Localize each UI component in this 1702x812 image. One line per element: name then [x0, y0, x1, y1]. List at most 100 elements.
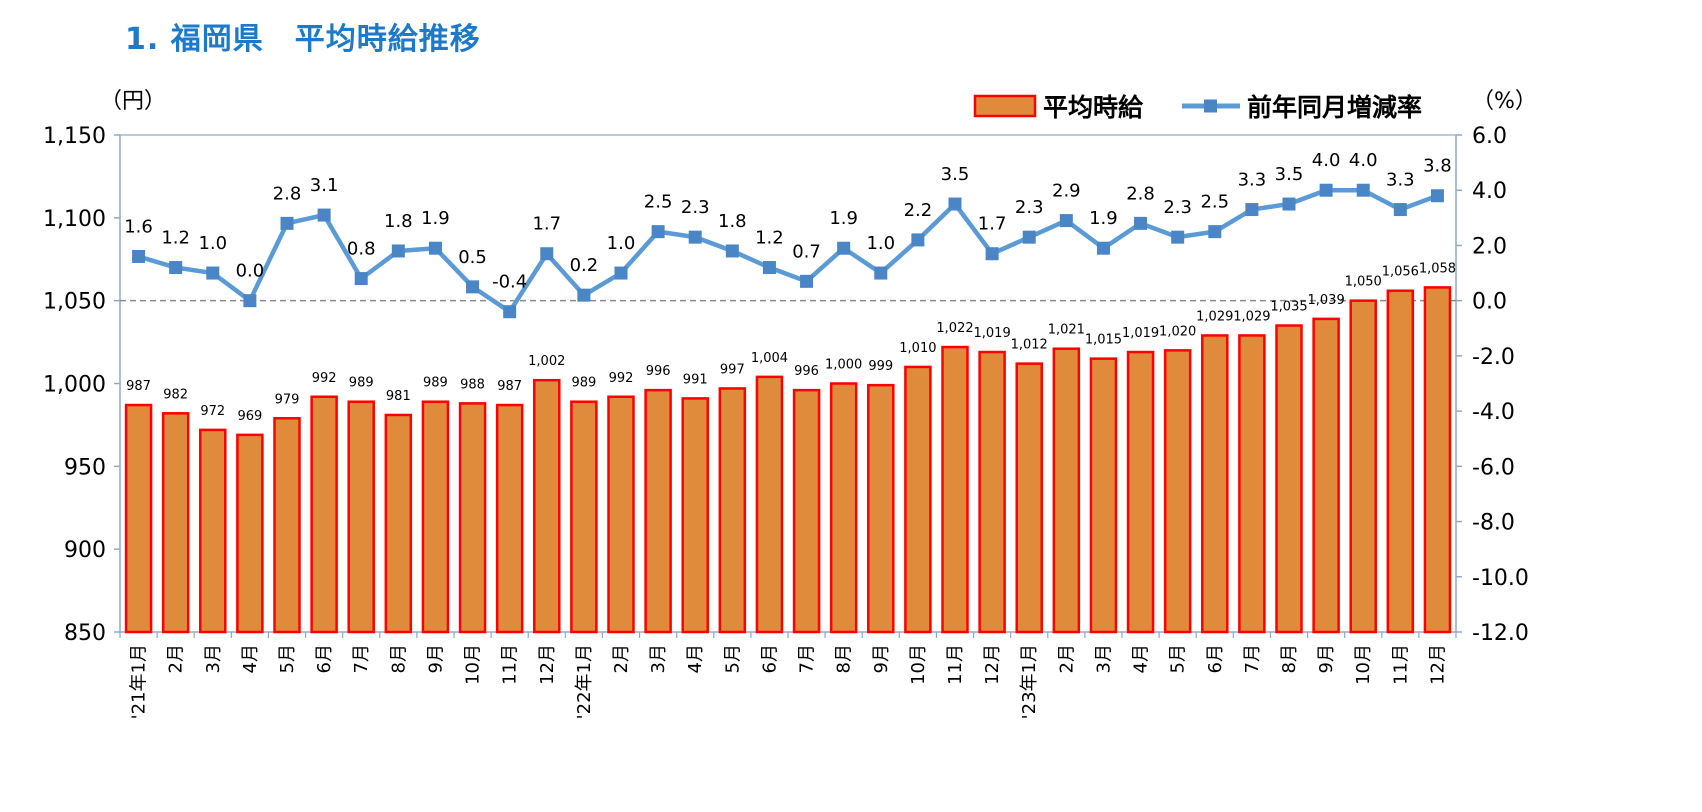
x-axis-category-label: 9月 — [1316, 644, 1337, 673]
line-marker — [874, 266, 888, 280]
left-axis-tick-label: 950 — [64, 455, 106, 480]
line-value-label: 1.2 — [755, 228, 784, 249]
x-axis-category-label: '21年1月 — [129, 644, 150, 719]
line-value-label: 2.8 — [273, 183, 302, 204]
right-axis-tick-label: 6.0 — [1472, 124, 1507, 149]
bar-value-label: 1,058 — [1419, 261, 1456, 276]
x-axis-category-label: 7月 — [351, 644, 372, 673]
line-marker — [1245, 203, 1259, 217]
bar — [236, 433, 264, 634]
bar-value-label: 1,019 — [1122, 326, 1159, 341]
bar — [867, 383, 895, 634]
bar — [718, 387, 747, 634]
line-marker — [614, 266, 628, 280]
x-axis-category-label: 3月 — [1093, 644, 1114, 673]
line-marker — [1430, 189, 1444, 203]
bar — [792, 388, 821, 634]
bar — [1163, 349, 1192, 634]
bar — [458, 402, 487, 634]
line-marker — [837, 241, 851, 255]
bar — [978, 350, 1006, 634]
line-value-label: 3.3 — [1386, 170, 1415, 191]
bar-value-label: 989 — [423, 376, 448, 391]
bar — [310, 395, 338, 634]
line-marker — [280, 216, 294, 230]
line-series-yoy-rate — [132, 183, 1444, 319]
x-axis-category-label: 2月 — [1056, 644, 1077, 673]
line-marker — [1171, 230, 1185, 244]
line-marker — [800, 274, 814, 288]
x-axis-category-label: 9月 — [871, 644, 892, 673]
bar-value-label: 1,056 — [1382, 265, 1419, 280]
line-value-label: 4.0 — [1349, 150, 1378, 171]
right-axis-tick-label: -6.0 — [1472, 455, 1515, 480]
line-marker — [243, 294, 257, 308]
bar — [755, 375, 784, 634]
x-axis-category-label: 4月 — [240, 644, 261, 673]
line-marker — [725, 244, 739, 258]
line-marker — [1134, 216, 1148, 230]
left-axis-tick-label: 1,100 — [43, 207, 106, 232]
bar-value-label: 996 — [646, 364, 671, 379]
bar-value-label: 972 — [200, 404, 225, 419]
bar — [1052, 347, 1081, 634]
x-axis-category-label: 2月 — [166, 644, 187, 673]
line-marker — [1022, 230, 1036, 244]
line-value-label: 1.9 — [1089, 208, 1118, 229]
x-axis-category-label: 3月 — [203, 644, 224, 673]
bar — [1201, 334, 1229, 634]
bar-value-label: 1,010 — [899, 341, 936, 356]
bar — [533, 378, 561, 634]
line-value-label: 1.8 — [384, 211, 413, 232]
x-axis-category-label: 6月 — [314, 644, 335, 673]
bar-value-label: 969 — [237, 409, 262, 424]
right-axis-tick-label: -8.0 — [1472, 511, 1515, 536]
line-value-label: 4.0 — [1312, 150, 1341, 171]
line-value-label: 0.0 — [236, 261, 265, 282]
line-marker — [503, 305, 517, 319]
bar-value-label: 999 — [868, 359, 893, 374]
bar — [1312, 317, 1340, 634]
x-axis-category-label: '22年1月 — [574, 644, 595, 719]
line-value-label: 2.5 — [1200, 192, 1229, 213]
right-axis-tick-label: -12.0 — [1472, 621, 1529, 646]
x-axis-category-label: 7月 — [797, 644, 818, 673]
line-value-label: 1.7 — [532, 214, 561, 235]
line-value-label: 3.5 — [1275, 164, 1304, 185]
line-value-label: 2.8 — [1126, 183, 1155, 204]
bar — [607, 395, 635, 634]
legend-swatch-bar — [973, 94, 1037, 118]
bar-series-average-wage — [124, 286, 1452, 634]
line-value-label: 0.5 — [458, 247, 487, 268]
bar-value-label: 1,039 — [1308, 293, 1345, 308]
bar-value-label: 991 — [683, 372, 708, 387]
line-marker — [1059, 214, 1073, 228]
x-axis-category-label: 4月 — [1131, 644, 1152, 673]
line-value-label: 0.7 — [792, 241, 821, 262]
bar — [904, 365, 932, 634]
bar — [1423, 286, 1452, 634]
bar — [124, 403, 153, 634]
line-marker — [354, 272, 368, 286]
bar-value-label: 1,029 — [1233, 309, 1270, 324]
bar — [1015, 362, 1043, 634]
line-value-label: 2.3 — [1163, 197, 1192, 218]
right-axis-tick-label: 0.0 — [1472, 290, 1507, 315]
right-axis-unit-label: （%） — [1472, 89, 1537, 114]
right-axis-tick-label: 4.0 — [1472, 179, 1507, 204]
x-axis-category-label: '23年1月 — [1019, 644, 1040, 719]
line-marker — [1282, 197, 1296, 211]
x-axis-tick-labels: '21年1月 2月 3月 4月 5月 6月 7月 8月 9月 10月 11月 12月 '22年1月 2月 3… — [129, 644, 1449, 719]
x-axis-category-label: 11月 — [945, 644, 966, 685]
line-marker — [540, 247, 554, 261]
line-value-label: 2.9 — [1052, 181, 1081, 202]
line-marker — [985, 247, 999, 261]
line-value-label: 1.0 — [866, 233, 895, 254]
left-axis-tick-label: 850 — [64, 621, 106, 646]
line-value-label: 1.7 — [978, 214, 1007, 235]
line-value-label: -0.4 — [492, 272, 527, 293]
line-value-label: 1.2 — [161, 228, 190, 249]
line-marker — [466, 280, 480, 294]
bar — [681, 397, 709, 634]
left-axis-tick-label: 900 — [64, 538, 106, 563]
